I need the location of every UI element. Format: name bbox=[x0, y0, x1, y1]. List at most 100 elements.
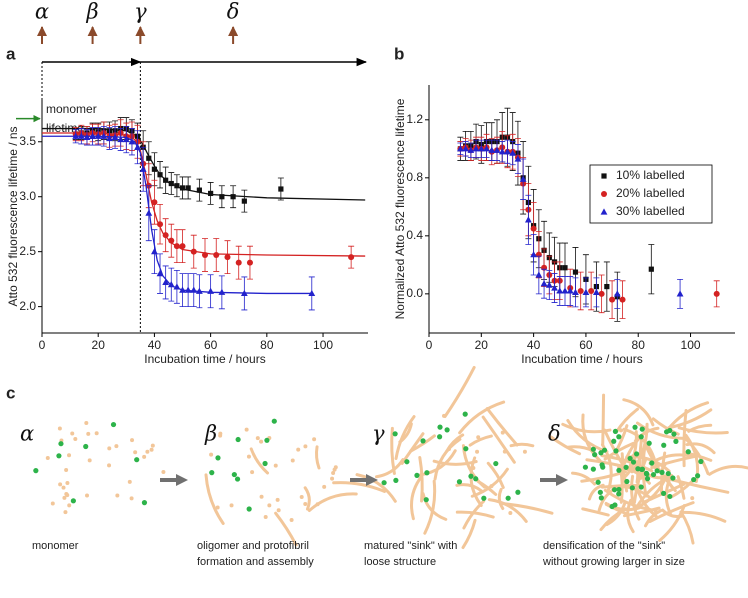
annotation: monomer bbox=[46, 102, 97, 116]
label-dot bbox=[215, 455, 221, 461]
monomer-dot bbox=[65, 493, 70, 498]
label-dot bbox=[654, 468, 660, 474]
fibril bbox=[462, 499, 486, 530]
label-dot bbox=[667, 427, 673, 434]
fibril bbox=[581, 413, 602, 463]
label-dot bbox=[601, 447, 608, 453]
fibril bbox=[274, 511, 298, 547]
x-tick-label: 20 bbox=[475, 338, 489, 352]
stage-caption: densification of the "sink" bbox=[543, 540, 665, 552]
point bbox=[530, 251, 538, 258]
label-dot bbox=[661, 442, 667, 448]
x-tick-label: 100 bbox=[681, 338, 701, 352]
label-dot bbox=[630, 459, 637, 465]
label-dot bbox=[437, 434, 443, 440]
legend-marker bbox=[600, 208, 608, 215]
x-axis-label: Incubation time / hours bbox=[521, 352, 642, 366]
label-dot bbox=[58, 441, 64, 447]
y-axis-label: Atto 532 fluorescence lifetime / ns bbox=[6, 126, 20, 306]
fibril bbox=[375, 458, 405, 479]
fibril bbox=[682, 408, 688, 468]
monomer-dot bbox=[303, 502, 308, 507]
panel-letter: b bbox=[394, 44, 404, 63]
fibril bbox=[486, 461, 505, 489]
fibril bbox=[597, 488, 615, 512]
label-dot bbox=[423, 497, 429, 503]
label-dot bbox=[638, 434, 644, 440]
fibril bbox=[204, 473, 225, 525]
fibril bbox=[600, 454, 654, 473]
point bbox=[128, 138, 136, 145]
point bbox=[167, 281, 175, 288]
label-dot bbox=[644, 476, 651, 482]
monomer-dot bbox=[653, 508, 658, 513]
monomer-dot bbox=[64, 468, 69, 473]
phase-label: γ bbox=[134, 0, 147, 24]
fibril bbox=[485, 407, 519, 447]
point bbox=[168, 180, 174, 187]
point bbox=[648, 266, 654, 272]
monomer-dot bbox=[263, 514, 268, 519]
point bbox=[572, 269, 579, 275]
point bbox=[151, 199, 158, 206]
point bbox=[551, 284, 558, 291]
monomer-dot bbox=[84, 421, 89, 426]
fibril bbox=[487, 498, 528, 523]
fibril bbox=[650, 454, 698, 470]
fibril bbox=[432, 459, 478, 466]
fibril bbox=[509, 442, 535, 448]
fibril bbox=[458, 400, 506, 435]
label-dot bbox=[597, 489, 603, 495]
label-dot bbox=[209, 470, 215, 476]
label-dot bbox=[624, 478, 630, 485]
label-dot bbox=[671, 431, 677, 437]
label-dot bbox=[590, 446, 596, 452]
stage-label: α bbox=[20, 422, 34, 446]
monomer-dot bbox=[244, 427, 249, 432]
fibril bbox=[603, 441, 635, 461]
point bbox=[100, 132, 108, 139]
stage bbox=[549, 393, 748, 545]
label-dot bbox=[612, 428, 619, 435]
monomer-dot bbox=[267, 503, 272, 508]
point bbox=[151, 248, 158, 255]
point bbox=[157, 172, 163, 178]
label-dot bbox=[612, 502, 618, 508]
point bbox=[173, 283, 181, 290]
x-tick-label: 80 bbox=[260, 338, 274, 352]
fibril bbox=[603, 428, 625, 466]
monomer-dot bbox=[85, 493, 90, 498]
monomer-dot bbox=[115, 493, 120, 498]
stage-caption: formation and assembly bbox=[197, 556, 314, 568]
legend-label: 10% labelled bbox=[616, 168, 685, 182]
point bbox=[213, 251, 220, 258]
legend-label: 20% labelled bbox=[616, 186, 685, 200]
label-dot bbox=[420, 438, 426, 444]
monomer-dot bbox=[312, 437, 317, 442]
stage-label: δ bbox=[548, 422, 561, 446]
fibril bbox=[314, 445, 321, 470]
point bbox=[519, 175, 527, 182]
point bbox=[556, 287, 564, 294]
monomer-dot bbox=[67, 503, 72, 508]
fibril bbox=[679, 510, 695, 545]
point bbox=[504, 148, 511, 155]
point bbox=[535, 271, 543, 278]
point bbox=[174, 183, 180, 189]
point bbox=[83, 133, 91, 140]
x-tick-label: 80 bbox=[632, 338, 646, 352]
fibril bbox=[622, 398, 655, 427]
monomer-dot bbox=[475, 449, 480, 454]
point bbox=[163, 177, 169, 183]
point bbox=[592, 288, 600, 295]
label-dot bbox=[639, 426, 645, 432]
point bbox=[117, 135, 125, 143]
phase-label: β bbox=[86, 0, 99, 24]
label-dot bbox=[638, 484, 644, 490]
point bbox=[72, 132, 80, 139]
label-dot bbox=[468, 473, 474, 479]
fibril bbox=[685, 442, 716, 455]
monomer-dot bbox=[142, 454, 147, 459]
label-dot bbox=[456, 479, 463, 485]
label-dot bbox=[649, 460, 655, 466]
